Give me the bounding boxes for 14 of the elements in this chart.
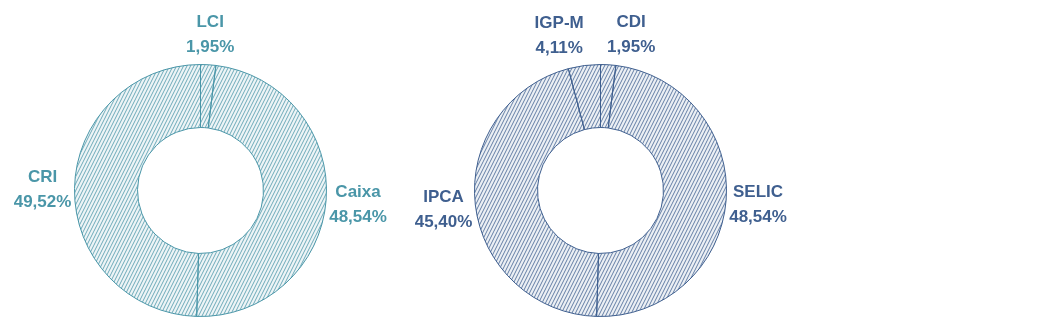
- slice-label: CRI: [27, 167, 58, 187]
- data-label: 49,52%: [13, 192, 72, 212]
- data-label: 45,40%: [414, 212, 473, 232]
- data-label: 1,95%: [607, 36, 656, 56]
- data-label: 48,54%: [329, 206, 387, 226]
- slice-label: LCI: [196, 11, 224, 31]
- data-label: 4,11%: [535, 37, 583, 57]
- slice-label: CDI: [616, 11, 646, 31]
- slice-label: IPCA: [423, 187, 464, 207]
- data-label: 48,54%: [729, 206, 787, 226]
- slice-label: IGP-M: [534, 12, 584, 32]
- data-label: 1,95%: [186, 36, 235, 56]
- slice-label: SELIC: [733, 181, 784, 201]
- slice-label: Caixa: [335, 181, 382, 201]
